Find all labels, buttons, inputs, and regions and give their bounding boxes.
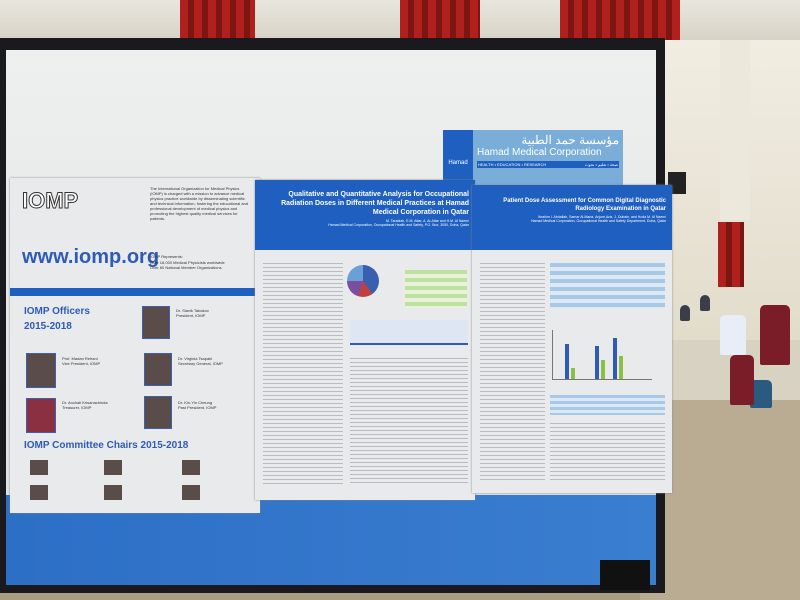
officer-photo bbox=[144, 353, 172, 386]
poster-body-text bbox=[350, 355, 468, 485]
pillar bbox=[720, 40, 750, 220]
officer-name: Dr. Kin-Yin Cheung Past President, IOMP bbox=[178, 400, 217, 410]
officer-name: Dr. Slavik Tabakov President, IOMP bbox=[176, 308, 209, 318]
officer-name: Prof. Madan Rehani Vice President, IOMP bbox=[62, 356, 101, 366]
officer-name: Dr. Anchali Krisanachinda Treasurer, IOMP bbox=[62, 400, 108, 410]
iomp-contact-bar bbox=[10, 288, 260, 296]
iomp-poster: IOMP www.iomp.org The International Orga… bbox=[10, 178, 260, 513]
data-table bbox=[405, 270, 467, 308]
officers-title: IOMP Officers bbox=[24, 306, 90, 317]
poster-authors: Ibrahim I. Abdallah, Samar Al-Mana, Anju… bbox=[538, 215, 666, 219]
board-stand-leg bbox=[600, 560, 650, 590]
poster-affiliation: Hamad Medical Corporation, Occupational … bbox=[530, 219, 666, 223]
hamad-tagline: HEALTH • EDUCATION • RESEARCH bbox=[478, 162, 547, 167]
poster-body-text bbox=[480, 260, 545, 480]
speaker bbox=[668, 172, 686, 194]
officer-photo bbox=[144, 396, 172, 429]
occupational-dose-poster: Qualitative and Quantitative Analysis fo… bbox=[255, 180, 475, 500]
iomp-website: www.iomp.org bbox=[22, 246, 160, 268]
poster-title: Qualitative and Quantitative Analysis fo… bbox=[281, 191, 469, 216]
committee-chair-photos bbox=[30, 460, 250, 505]
iomp-intro: The International Organization for Medic… bbox=[150, 186, 249, 221]
poster-affiliation: Hamad Medical Corporation, Occupational … bbox=[328, 223, 469, 227]
iomp-logo: IOMP bbox=[21, 188, 79, 214]
officer-name: Dr. Virginia Tsapaki Secretary General, I… bbox=[178, 356, 223, 366]
line-chart bbox=[350, 320, 468, 345]
officers-years: 2015-2018 bbox=[24, 321, 72, 332]
hamad-emblem: Hamad bbox=[443, 130, 473, 185]
pie-chart bbox=[347, 265, 379, 297]
audience bbox=[670, 285, 800, 435]
hamad-logo: Hamad مؤسسة حمد الطبية Hamad Medical Cor… bbox=[443, 130, 623, 185]
bar-chart bbox=[552, 330, 652, 380]
poster-body-text bbox=[263, 260, 343, 485]
iomp-represents-2: Over 80 National Member Organizations bbox=[150, 265, 222, 270]
red-curtain bbox=[718, 222, 744, 287]
hamad-english-name: Hamad Medical Corporation bbox=[477, 147, 602, 158]
officer-photo bbox=[26, 353, 56, 388]
officer-photo bbox=[26, 398, 56, 433]
poster-body-text bbox=[550, 420, 665, 480]
poster-authors: M. Tarabiah, E.M. Attar, A. Al-Attar and… bbox=[386, 219, 469, 223]
data-table bbox=[550, 263, 665, 308]
hamad-tagline-arabic: صحة • تعليم • بحوث bbox=[584, 162, 618, 167]
poster-header: Patient Dose Assessment for Common Digit… bbox=[472, 185, 672, 250]
officer-photo bbox=[142, 306, 170, 339]
poster-header: Qualitative and Quantitative Analysis fo… bbox=[255, 180, 475, 250]
poster-title: Patient Dose Assessment for Common Digit… bbox=[503, 198, 666, 212]
iomp-represents-1: Over 18,000 Medical Physicists worldwide bbox=[150, 260, 225, 265]
data-table bbox=[550, 395, 665, 415]
hamad-arabic-name: مؤسسة حمد الطبية bbox=[521, 133, 619, 147]
patient-dose-poster: Patient Dose Assessment for Common Digit… bbox=[472, 185, 672, 493]
iomp-represents-title: IOMP Represents: bbox=[150, 254, 183, 259]
chairs-title: IOMP Committee Chairs 2015-2018 bbox=[24, 440, 189, 451]
